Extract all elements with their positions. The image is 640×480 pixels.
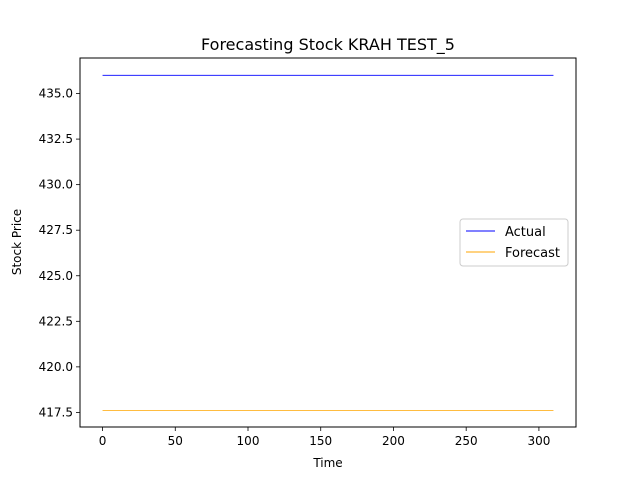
- y-tick-label: 422.5: [39, 314, 73, 328]
- x-tick-label: 300: [527, 434, 550, 448]
- x-tick-label: 200: [382, 434, 405, 448]
- y-axis-ticks: 417.5 420.0 422.5 425.0 427.5 430.0 432.5 435.0: [39, 87, 80, 419]
- legend: Actual Forecast: [459, 218, 569, 267]
- x-tick-label: 150: [309, 434, 332, 448]
- legend-label-actual: Actual: [505, 225, 546, 240]
- y-tick-label: 430.0: [39, 178, 73, 192]
- y-tick-label: 432.5: [39, 132, 73, 146]
- x-axis-ticks: 0 50 100 150 200 250 300: [99, 427, 550, 448]
- x-tick-label: 0: [99, 434, 107, 448]
- series-layer: [102, 74, 554, 412]
- chart-title: Forecasting Stock KRAH TEST_5: [201, 35, 455, 55]
- legend-label-forecast: Forecast: [505, 246, 560, 261]
- x-tick-label: 50: [168, 434, 183, 448]
- plot-frame: [79, 57, 577, 428]
- y-axis-label: Stock Price: [10, 209, 24, 275]
- x-axis-label: Time: [312, 456, 342, 470]
- y-tick-label: 420.0: [39, 360, 73, 374]
- y-tick-label: 435.0: [39, 87, 73, 101]
- y-tick-label: 427.5: [39, 223, 73, 237]
- y-tick-label: 417.5: [39, 405, 73, 419]
- x-tick-label: 100: [237, 434, 260, 448]
- x-tick-label: 250: [455, 434, 478, 448]
- y-tick-label: 425.0: [39, 269, 73, 283]
